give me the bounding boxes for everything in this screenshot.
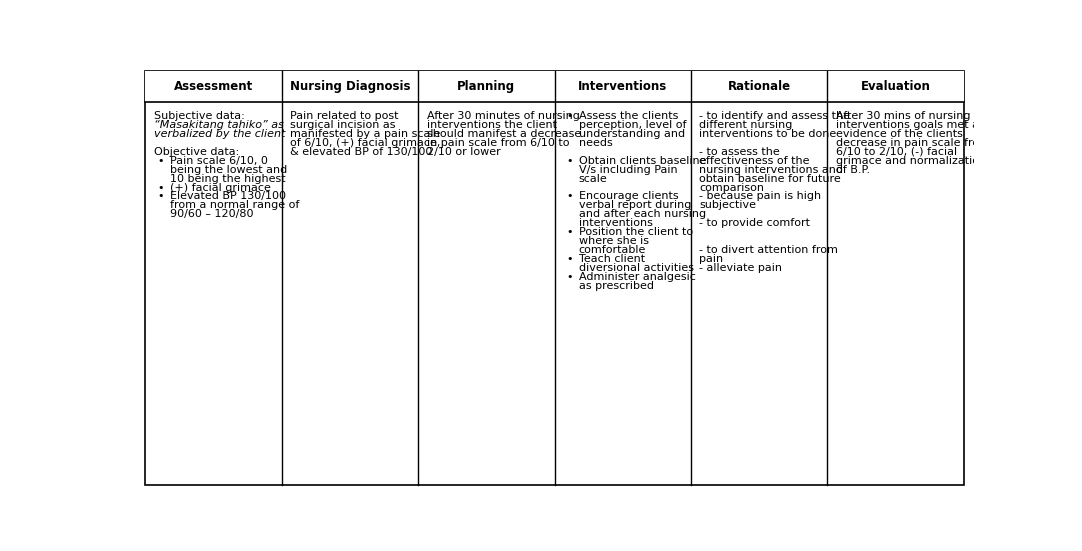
Text: Rationale: Rationale — [727, 80, 791, 93]
Text: verbalized by the client: verbalized by the client — [154, 129, 285, 139]
Text: 6/10 to 2/10, (-) facial: 6/10 to 2/10, (-) facial — [835, 147, 956, 157]
Text: Pain scale 6/10, 0: Pain scale 6/10, 0 — [170, 156, 267, 166]
Text: verbal report during: verbal report during — [579, 201, 691, 210]
Text: comfortable: comfortable — [579, 245, 646, 255]
Text: perception, level of: perception, level of — [579, 120, 686, 130]
Text: different nursing: different nursing — [699, 120, 793, 130]
Text: Assessment: Assessment — [174, 80, 253, 93]
Text: (+) facial grimace: (+) facial grimace — [170, 182, 270, 192]
Text: pain: pain — [699, 254, 724, 264]
Text: - because pain is high: - because pain is high — [699, 192, 821, 202]
Text: •: • — [566, 192, 572, 202]
Text: being the lowest and: being the lowest and — [170, 165, 287, 175]
Text: comparison: comparison — [699, 182, 764, 192]
Text: Objective data:: Objective data: — [154, 147, 239, 157]
Text: as prescribed: as prescribed — [579, 281, 654, 291]
Text: evidence of the clients: evidence of the clients — [835, 129, 963, 139]
Text: - to divert attention from: - to divert attention from — [699, 245, 839, 255]
Text: 10 being the highest: 10 being the highest — [170, 174, 286, 183]
Text: diversional activities: diversional activities — [579, 263, 694, 273]
Text: interventions: interventions — [579, 218, 652, 228]
Text: •: • — [157, 192, 163, 202]
Text: After 30 mins of nursing: After 30 mins of nursing — [835, 111, 971, 121]
Text: •: • — [566, 254, 572, 264]
Text: & elevated BP of 130/100: & elevated BP of 130/100 — [290, 147, 433, 157]
Text: - to identify and assess the: - to identify and assess the — [699, 111, 850, 121]
Text: Elevated BP 130/100: Elevated BP 130/100 — [170, 192, 286, 202]
Text: Interventions: Interventions — [578, 80, 668, 93]
Text: •: • — [157, 156, 163, 166]
Text: understanding and: understanding and — [579, 129, 685, 139]
Text: should manifest a decrease: should manifest a decrease — [426, 129, 581, 139]
Text: •: • — [566, 272, 572, 282]
Text: •: • — [157, 182, 163, 192]
Text: 2/10 or lower: 2/10 or lower — [426, 147, 500, 157]
Text: Position the client to: Position the client to — [579, 227, 692, 237]
Text: of B.P.: of B.P. — [835, 165, 870, 175]
Text: •: • — [566, 227, 572, 237]
Text: Encourage clients: Encourage clients — [579, 192, 678, 202]
Text: interventions to be done: interventions to be done — [699, 129, 836, 139]
Text: scale: scale — [579, 174, 608, 183]
Text: - to assess the: - to assess the — [699, 147, 780, 157]
Text: nursing interventions and: nursing interventions and — [699, 165, 843, 175]
Text: surgical incision as: surgical incision as — [290, 120, 396, 130]
Text: and after each nursing: and after each nursing — [579, 209, 705, 219]
Text: decrease in pain scale from: decrease in pain scale from — [835, 138, 990, 148]
Text: manifested by a pain scale: manifested by a pain scale — [290, 129, 440, 139]
Text: obtain baseline for future: obtain baseline for future — [699, 174, 841, 183]
Text: “Masakitang tahiko” as: “Masakitang tahiko” as — [154, 120, 283, 130]
Text: Administer analgesic: Administer analgesic — [579, 272, 696, 282]
Text: subjective: subjective — [699, 201, 756, 210]
Text: •: • — [566, 111, 572, 121]
Text: Teach client: Teach client — [579, 254, 645, 264]
Text: from a normal range of: from a normal range of — [170, 201, 299, 210]
Text: 90/60 – 120/80: 90/60 – 120/80 — [170, 209, 253, 219]
Bar — [145, 71, 964, 102]
Text: - alleviate pain: - alleviate pain — [699, 263, 782, 273]
Text: interventions the client: interventions the client — [426, 120, 556, 130]
Text: needs: needs — [579, 138, 612, 148]
Text: Nursing Diagnosis: Nursing Diagnosis — [290, 80, 410, 93]
Text: of 6/10, (+) facial grimace,: of 6/10, (+) facial grimace, — [290, 138, 440, 148]
Text: V/s including Pain: V/s including Pain — [579, 165, 677, 175]
Text: - to provide comfort: - to provide comfort — [699, 218, 810, 228]
Text: Assess the clients: Assess the clients — [579, 111, 678, 121]
Text: Pain related to post: Pain related to post — [290, 111, 398, 121]
Text: Evaluation: Evaluation — [860, 80, 931, 93]
Text: effectiveness of the: effectiveness of the — [699, 156, 809, 166]
Text: Planning: Planning — [458, 80, 515, 93]
Text: where she is: where she is — [579, 236, 649, 246]
Text: in pain scale from 6/10 to: in pain scale from 6/10 to — [426, 138, 569, 148]
Text: •: • — [566, 156, 572, 166]
Text: Obtain clients baseline: Obtain clients baseline — [579, 156, 707, 166]
Text: Subjective data:: Subjective data: — [154, 111, 245, 121]
Text: After 30 minutes of nursing: After 30 minutes of nursing — [426, 111, 579, 121]
Text: interventions goals met as: interventions goals met as — [835, 120, 985, 130]
Text: grimace and normalization: grimace and normalization — [835, 156, 986, 166]
